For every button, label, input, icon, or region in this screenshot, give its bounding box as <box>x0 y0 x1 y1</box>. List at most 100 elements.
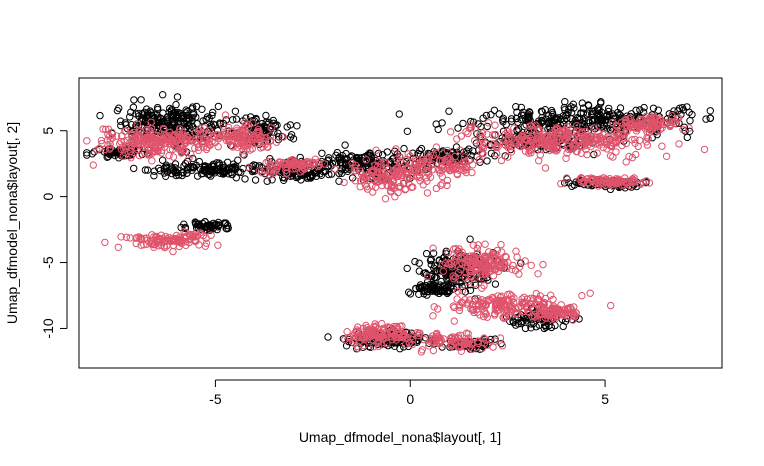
data-point <box>477 298 485 306</box>
y-tick-label: 0 <box>40 193 56 201</box>
data-point <box>128 151 136 160</box>
data-point <box>466 235 474 243</box>
data-point <box>360 341 368 350</box>
data-point <box>529 132 537 141</box>
data-point <box>286 121 294 129</box>
data-point <box>190 109 198 117</box>
data-point <box>401 340 410 349</box>
data-point <box>443 154 452 163</box>
data-point <box>403 264 411 273</box>
data-point <box>231 107 240 116</box>
data-point <box>491 301 500 310</box>
data-point <box>167 107 176 115</box>
data-point <box>312 172 320 181</box>
data-point <box>591 106 599 115</box>
data-point <box>172 100 180 109</box>
data-point <box>616 104 625 112</box>
data-point <box>549 295 557 304</box>
data-point <box>158 156 167 164</box>
data-point <box>442 259 450 267</box>
data-point <box>512 139 521 147</box>
data-point <box>144 134 152 142</box>
data-point <box>483 130 491 138</box>
data-point <box>399 329 408 338</box>
data-point <box>458 248 466 257</box>
data-point <box>391 193 399 201</box>
data-point <box>411 257 419 266</box>
data-point <box>455 342 463 351</box>
data-point <box>475 260 483 269</box>
data-point <box>266 161 274 169</box>
data-point <box>219 161 227 169</box>
data-point <box>517 103 525 112</box>
data-point <box>103 153 111 161</box>
data-point <box>639 116 647 124</box>
data-point <box>438 119 446 127</box>
y-axis: -10 -5 0 5 <box>40 127 68 339</box>
data-point <box>457 252 465 261</box>
data-point <box>643 141 652 149</box>
data-point <box>406 152 414 160</box>
data-point <box>549 132 557 140</box>
data-point <box>658 142 666 150</box>
data-point <box>406 290 415 298</box>
data-point <box>540 298 548 307</box>
data-point <box>603 145 611 153</box>
data-point <box>476 141 484 149</box>
data-point <box>561 179 569 187</box>
data-point <box>426 338 435 346</box>
data-point <box>527 261 535 269</box>
data-point <box>371 327 379 335</box>
data-point <box>389 177 398 185</box>
data-point <box>535 157 543 165</box>
data-point <box>510 124 518 132</box>
data-point <box>257 144 265 152</box>
data-point <box>408 332 416 341</box>
data-point <box>426 334 434 342</box>
data-point <box>554 145 562 153</box>
data-point <box>634 142 642 151</box>
data-point <box>480 281 488 290</box>
data-point <box>459 119 467 128</box>
data-point <box>173 93 182 101</box>
data-point <box>159 109 167 117</box>
data-point <box>251 136 259 144</box>
data-point <box>465 124 474 132</box>
data-point <box>496 334 505 342</box>
data-point <box>552 147 561 155</box>
data-point <box>266 171 274 179</box>
data-point <box>378 181 386 190</box>
data-point <box>139 115 147 123</box>
data-point <box>178 236 186 245</box>
data-point <box>551 315 559 323</box>
data-point <box>608 118 617 127</box>
data-point <box>131 134 140 142</box>
data-point <box>520 298 528 306</box>
data-point <box>241 175 249 183</box>
data-point <box>340 178 348 187</box>
data-point <box>253 128 261 137</box>
data-point <box>572 141 581 150</box>
data-point <box>181 224 190 233</box>
data-point <box>525 112 533 120</box>
data-point <box>556 308 565 317</box>
data-point <box>165 108 173 117</box>
data-point <box>240 141 248 149</box>
data-point <box>487 149 496 158</box>
data-point <box>512 247 520 255</box>
data-point <box>421 334 430 342</box>
data-point <box>530 141 538 149</box>
data-point <box>204 129 213 138</box>
data-point <box>341 161 349 169</box>
data-point <box>452 255 460 263</box>
data-point <box>478 270 487 278</box>
data-point <box>119 152 128 160</box>
data-point <box>155 235 164 243</box>
data-point <box>605 177 613 185</box>
data-point <box>368 181 376 190</box>
data-point <box>320 160 329 168</box>
data-point <box>160 139 168 148</box>
data-point <box>267 124 275 132</box>
data-point <box>487 111 495 119</box>
data-point <box>188 122 197 131</box>
